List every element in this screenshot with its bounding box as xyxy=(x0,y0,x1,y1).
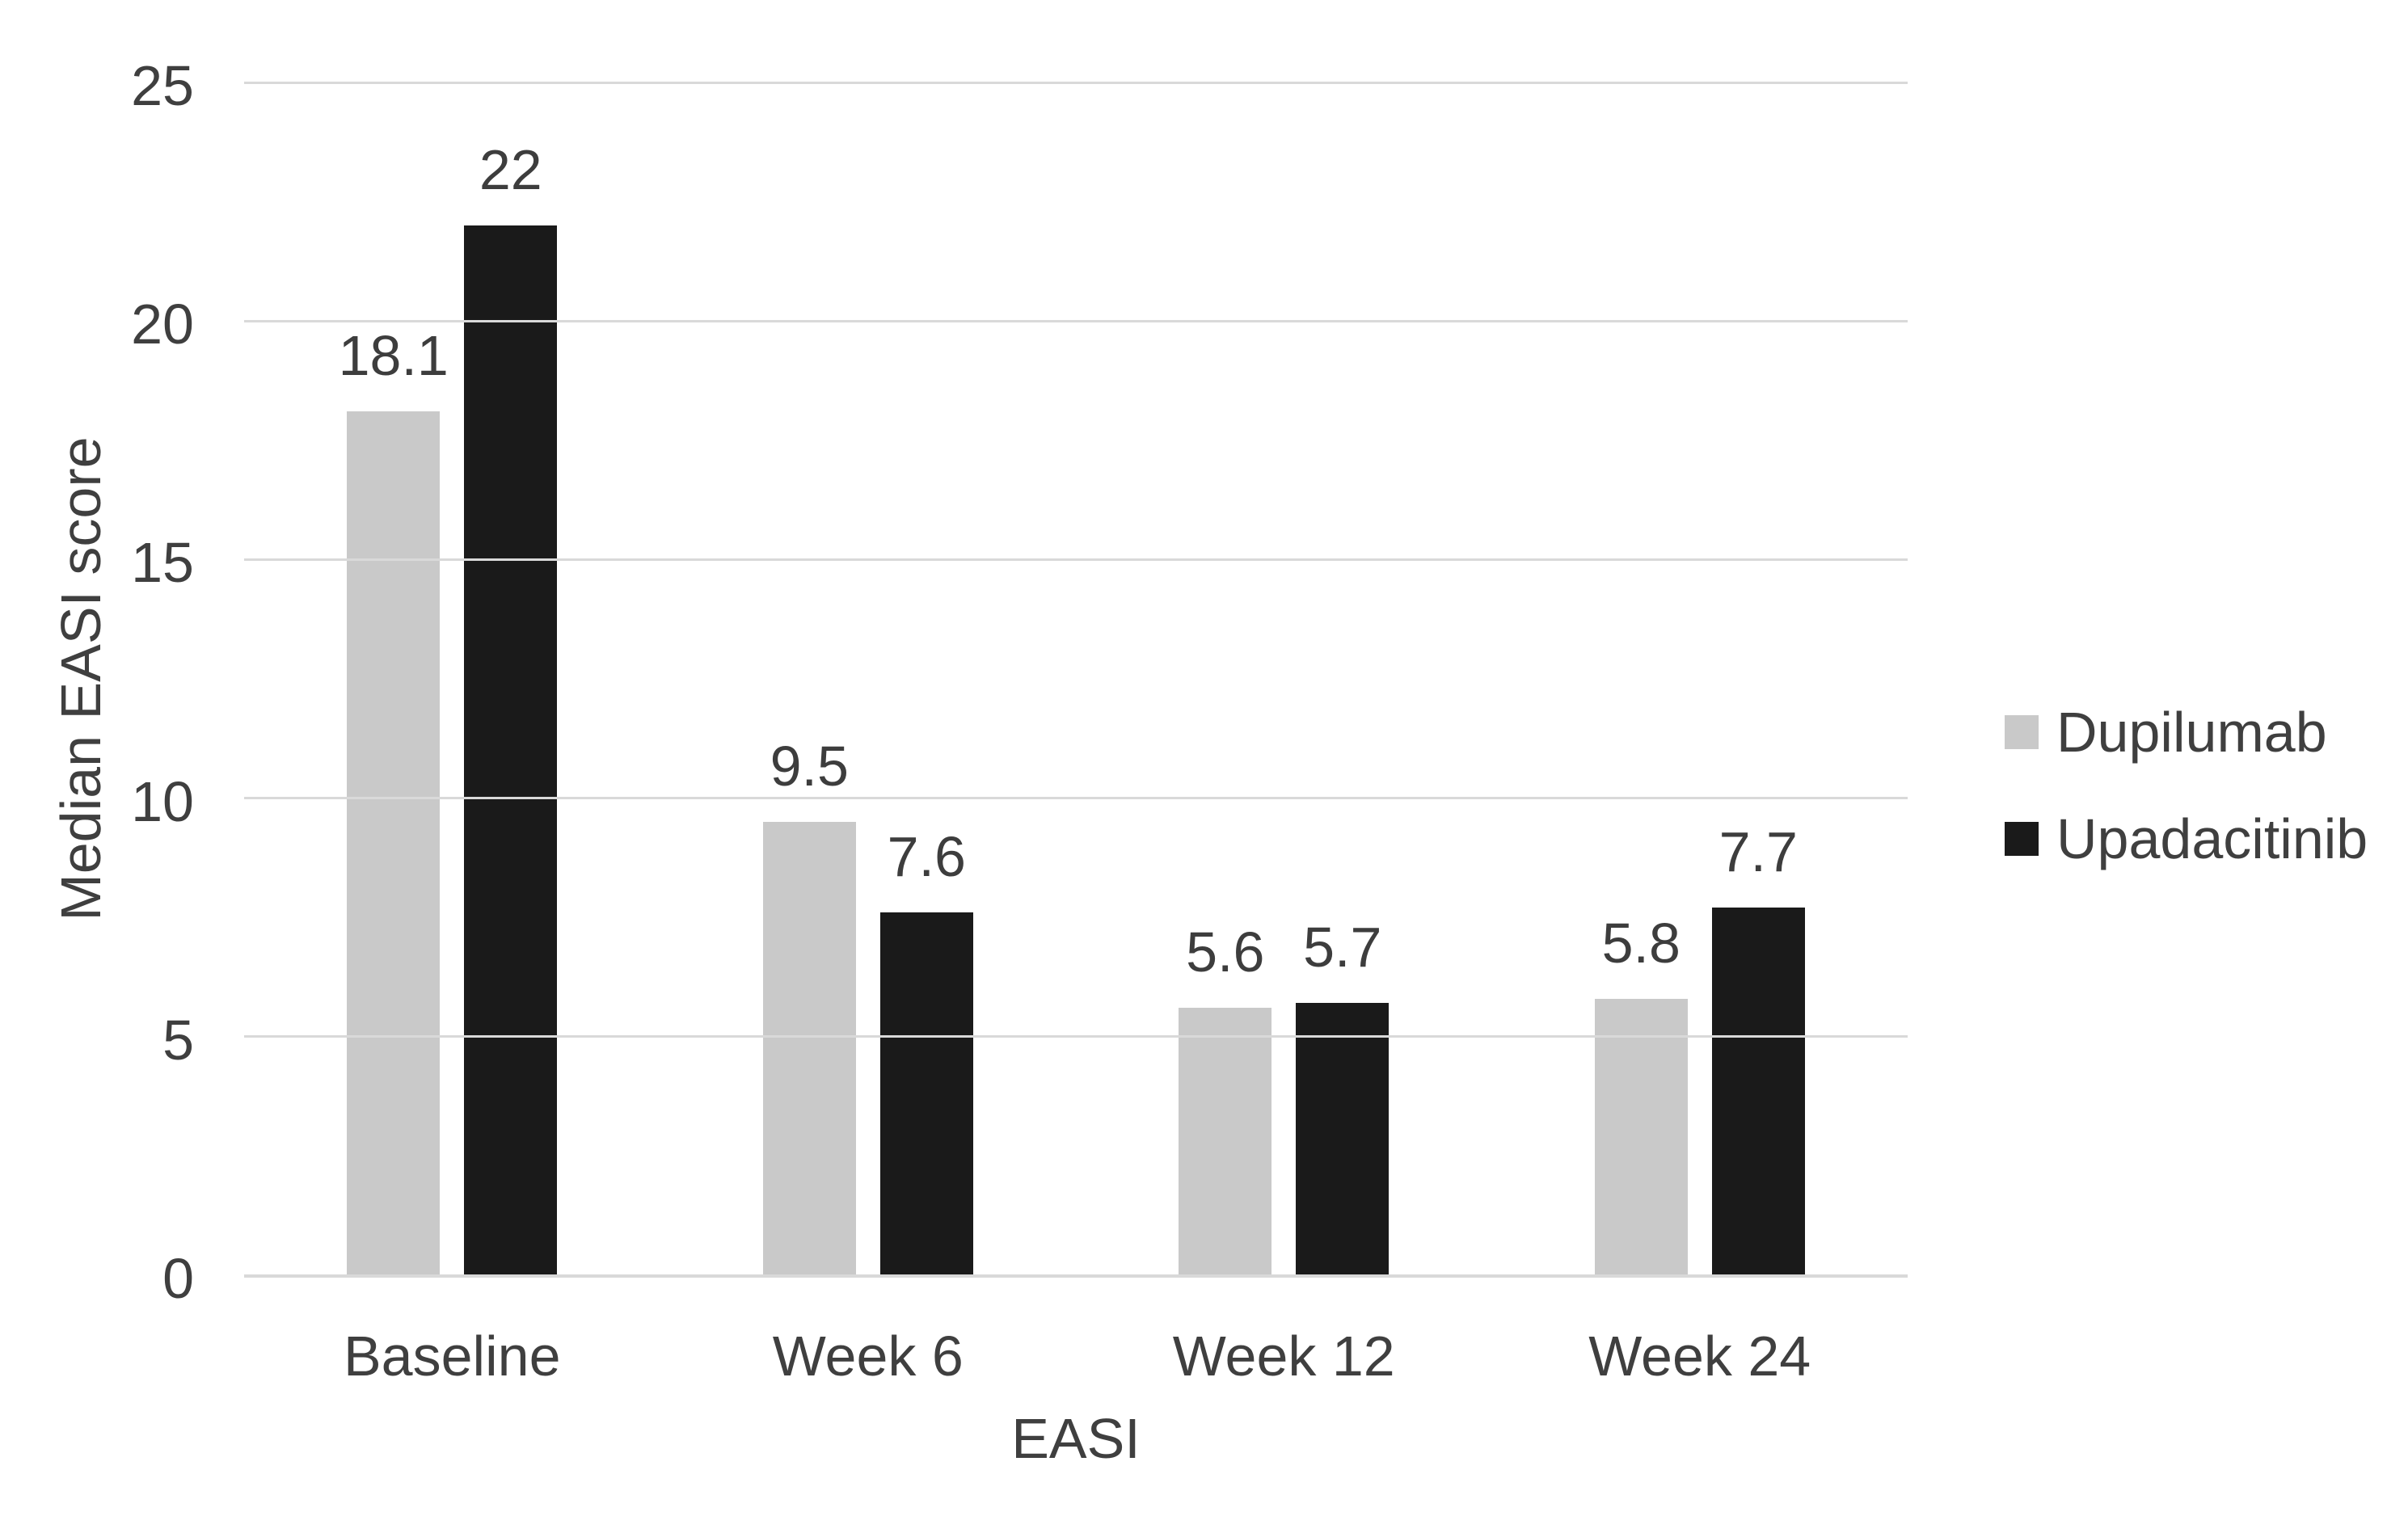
y-tick-label: 5 xyxy=(162,1008,194,1072)
bar-value-label: 7.7 xyxy=(1718,820,1798,884)
y-gridline xyxy=(244,319,1908,322)
y-tick-label: 25 xyxy=(131,54,194,117)
bar-value-label: 5.8 xyxy=(1601,911,1681,975)
bar-upadacitinib: 7.7 xyxy=(1711,823,1805,1275)
y-tick-label: 15 xyxy=(131,531,194,595)
bar-value-label: 18.1 xyxy=(338,324,449,388)
legend-label: Dupilumab xyxy=(2056,701,2327,764)
bar-group: 9.5 7.6 xyxy=(660,82,1077,1275)
y-tick-label: 10 xyxy=(131,769,194,833)
x-axis-line xyxy=(244,1274,1908,1278)
bar-dupilumab: 5.6 xyxy=(1179,924,1272,1275)
bar-value-label: 5.7 xyxy=(1303,916,1382,979)
bar-group: 18.1 22 xyxy=(244,82,660,1275)
bar-value-label: 7.6 xyxy=(887,825,966,889)
y-tick-label: 0 xyxy=(162,1247,194,1310)
bar-upadacitinib: 5.7 xyxy=(1296,919,1390,1275)
y-gridline xyxy=(244,81,1908,84)
y-axis-title: Median EASI score xyxy=(49,436,112,921)
bar-value-label: 5.6 xyxy=(1186,920,1265,984)
legend-item-upadacitinib: Upadacitinib xyxy=(2005,807,2368,871)
y-tick-label: 20 xyxy=(131,293,194,356)
bar-dupilumab: 18.1 xyxy=(339,327,449,1275)
legend-swatch-upadacitinib xyxy=(2005,822,2039,856)
bar-upadacitinib: 7.6 xyxy=(879,828,973,1275)
bar-dupilumab: 9.5 xyxy=(762,738,856,1275)
x-category-label: Baseline xyxy=(343,1325,561,1388)
x-category-label: Week 24 xyxy=(1588,1325,1811,1388)
x-category-label: Week 6 xyxy=(772,1325,964,1388)
legend: Dupilumab Upadacitinib xyxy=(2005,700,2368,871)
legend-swatch-dupilumab xyxy=(2005,715,2039,749)
y-gridline xyxy=(244,1035,1908,1038)
legend-label: Upadacitinib xyxy=(2056,807,2368,870)
x-category-label: Week 12 xyxy=(1172,1325,1395,1388)
bar-value-label: 22 xyxy=(479,138,542,202)
bar-value-label: 9.5 xyxy=(770,735,849,798)
plot-area: 18.1 22 9.5 7.6 5.6 5.7 5.8 7.7 xyxy=(244,82,1908,1275)
bar-upadacitinib: 22 xyxy=(464,141,558,1275)
bar-group: 5.8 7.7 xyxy=(1492,82,1908,1275)
legend-item-dupilumab: Dupilumab xyxy=(2005,700,2368,764)
y-gridline xyxy=(244,797,1908,800)
x-axis-title: EASI xyxy=(1011,1407,1141,1470)
y-gridline xyxy=(244,558,1908,561)
bar-dupilumab: 5.8 xyxy=(1594,915,1688,1275)
bar-group: 5.6 5.7 xyxy=(1076,82,1492,1275)
